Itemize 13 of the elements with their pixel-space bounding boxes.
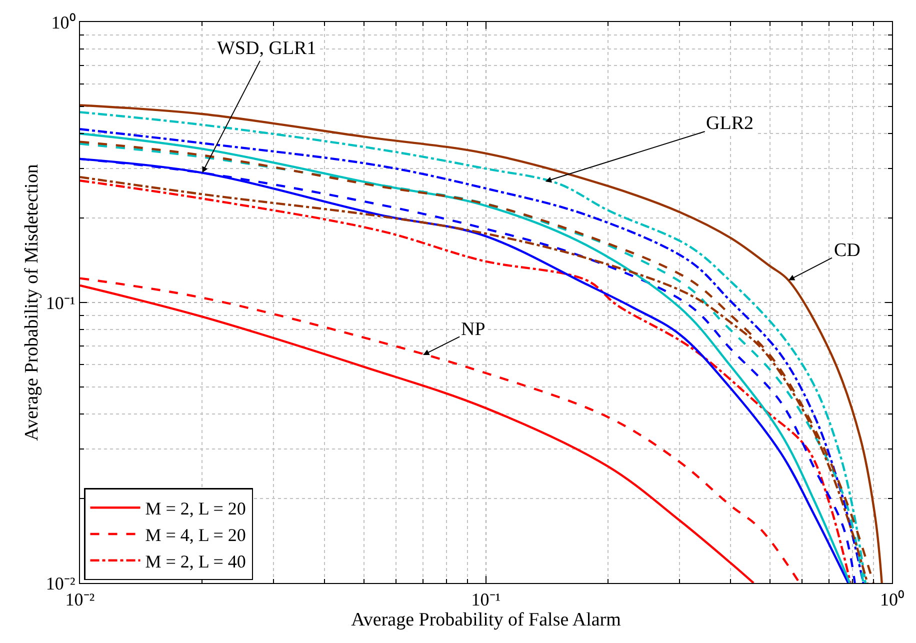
legend-label: M = 4, L = 20 [145,525,246,546]
y-tick-label: 10⁰ [51,12,76,32]
y-tick-label: 10⁻¹ [46,292,76,313]
legend-label: M = 2, L = 40 [145,551,246,572]
annotation: NP [461,319,486,340]
annotation: CD [834,240,860,261]
x-axis-title: Average Probability of False Alarm [351,610,622,631]
y-axis-title: Average Probability of Misdetection [22,164,43,441]
annotation: WSD, GLR1 [217,38,316,59]
x-tick-label: 10⁻¹ [471,590,501,610]
x-tick-label: 10⁰ [880,590,904,610]
legend-label: M = 2, L = 20 [145,498,246,519]
annotation: GLR2 [706,113,754,134]
